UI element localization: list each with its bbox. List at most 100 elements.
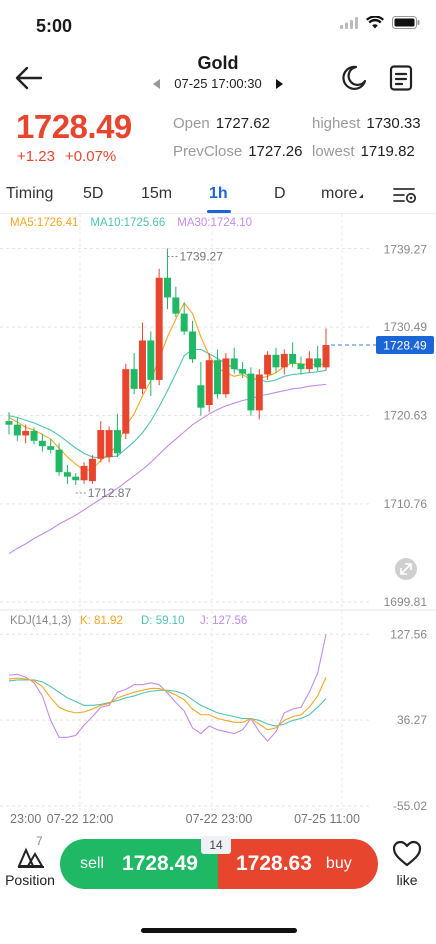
price-tick-label: 1720.63: [384, 408, 428, 422]
tab-timing[interactable]: Timing: [6, 185, 54, 202]
candle-body: [97, 430, 105, 459]
price-chart[interactable]: 1739.27 1730.49 1720.63 1710.76 1699.81 127.5…: [0, 214, 436, 828]
next-period-icon[interactable]: [275, 78, 283, 89]
prevclose-stat: PrevClose 1727.26: [173, 143, 302, 160]
candle-body: [105, 430, 113, 457]
open-label: Open: [173, 115, 210, 132]
prevclose-value: 1727.26: [248, 143, 303, 160]
tab-5d[interactable]: 5D: [83, 185, 104, 202]
ma10-legend: MA10:1725.66: [90, 217, 166, 229]
candle-body: [297, 363, 305, 370]
candle-body: [13, 424, 21, 436]
candle-body: [322, 345, 330, 368]
candle-body: [164, 277, 171, 298]
active-tab-indicator: [207, 210, 231, 213]
document-icon: [389, 65, 413, 91]
kdj-j-line: [8, 634, 327, 742]
candle-body: [205, 360, 213, 405]
trade-bar: 7 Position sell 1728.49 1728.63 buy 14 l…: [0, 834, 436, 896]
candle-body: [80, 465, 88, 481]
candle-body: [247, 373, 255, 411]
status-time: 5:00: [36, 16, 73, 36]
candle-body: [138, 340, 146, 389]
header: Gold 07-25 17:00:30: [0, 52, 436, 104]
ma5-line: [8, 301, 327, 471]
expand-arrows-icon: [400, 563, 412, 575]
back-button[interactable]: [14, 64, 44, 92]
open-value: 1727.62: [215, 115, 270, 132]
night-mode-button[interactable]: [340, 64, 368, 92]
kdj-tick-label: 127.56: [390, 627, 427, 641]
status-bar: 5:00: [0, 0, 436, 52]
kdj-j-value: J: 127.56: [200, 615, 247, 627]
candle-body: [239, 369, 247, 374]
kdj-d-line: [8, 679, 327, 727]
tab-more[interactable]: more: [321, 185, 364, 203]
highest-stat: highest 1730.33: [312, 115, 421, 132]
kdj-k-line: [8, 676, 327, 731]
tab-1h[interactable]: 1h: [209, 185, 228, 202]
candle-body: [180, 313, 188, 332]
candle-body: [147, 340, 155, 380]
like-button[interactable]: like: [384, 836, 430, 892]
candle-body: [189, 331, 197, 360]
lowest-label: lowest: [312, 143, 355, 160]
timeframe-tabs: Timing 5D 15m 1h D more: [0, 178, 436, 214]
candle-body: [122, 369, 130, 434]
position-button[interactable]: 7 Position: [2, 834, 58, 892]
candle-body: [47, 446, 55, 450]
current-price: 1728.49: [16, 108, 132, 145]
candle-body: [113, 430, 121, 454]
ma10-line: [8, 348, 327, 459]
candle-body: [5, 421, 13, 425]
current-price-label: 1728.49: [383, 339, 427, 353]
tab-more-label: more: [321, 185, 358, 202]
candle-body: [222, 358, 230, 395]
moon-icon: [342, 65, 367, 90]
highest-value: 1730.33: [366, 115, 421, 132]
price-tick-label: 1730.49: [384, 320, 428, 334]
candle-body: [314, 358, 322, 368]
buy-button[interactable]: 1728.63 buy: [218, 839, 378, 889]
candle-body: [130, 369, 138, 389]
open-stat: Open 1727.62: [173, 115, 270, 132]
candle-body: [22, 430, 30, 436]
notes-button[interactable]: [388, 64, 414, 92]
like-label: like: [396, 872, 418, 888]
home-indicator: [141, 928, 297, 933]
candle-body: [280, 353, 288, 368]
tab-d[interactable]: D: [274, 185, 286, 202]
more-dropdown-icon: [359, 190, 364, 198]
kdj-k-value: K: 81.92: [80, 615, 123, 627]
time-tick-label: 23:00: [10, 812, 41, 826]
sell-button[interactable]: sell 1728.49: [60, 839, 218, 889]
position-icon: [17, 847, 44, 868]
candle-body: [255, 374, 263, 411]
ma30-legend: MA30:1724.10: [177, 217, 253, 229]
candle-body: [30, 430, 38, 441]
title-block: Gold 07-25 17:00:30: [130, 52, 306, 91]
price-tick-label: 1739.27: [384, 242, 428, 256]
candle-body: [38, 440, 46, 447]
spread-badge: 14: [201, 836, 231, 854]
tab-15m[interactable]: 15m: [141, 185, 173, 202]
candle-body: [197, 385, 205, 408]
time-tick-label: 07-22 23:00: [186, 812, 253, 826]
sell-price: 1728.49: [122, 852, 198, 875]
candle-body: [214, 360, 222, 395]
prev-period-icon[interactable]: [153, 78, 161, 89]
ma5-legend: MA5:1726.41: [10, 217, 79, 229]
ma-legend: MA5:1726.41 MA10:1725.66 MA30:1724.10: [10, 217, 252, 229]
settings-sliders-icon: [393, 188, 417, 204]
chart-settings-button[interactable]: [392, 184, 418, 206]
candle-body: [88, 458, 96, 482]
kdj-tick-label: -55.02: [393, 799, 427, 813]
candle-body: [272, 354, 280, 368]
battery-icon: [392, 16, 420, 34]
low-annotation: 1712.87: [88, 486, 132, 500]
candle-body: [155, 277, 163, 380]
status-icons: [340, 15, 420, 34]
candle-body: [172, 297, 180, 314]
heart-icon: [392, 840, 422, 867]
time-tick-label: 07-22 12:00: [47, 812, 114, 826]
